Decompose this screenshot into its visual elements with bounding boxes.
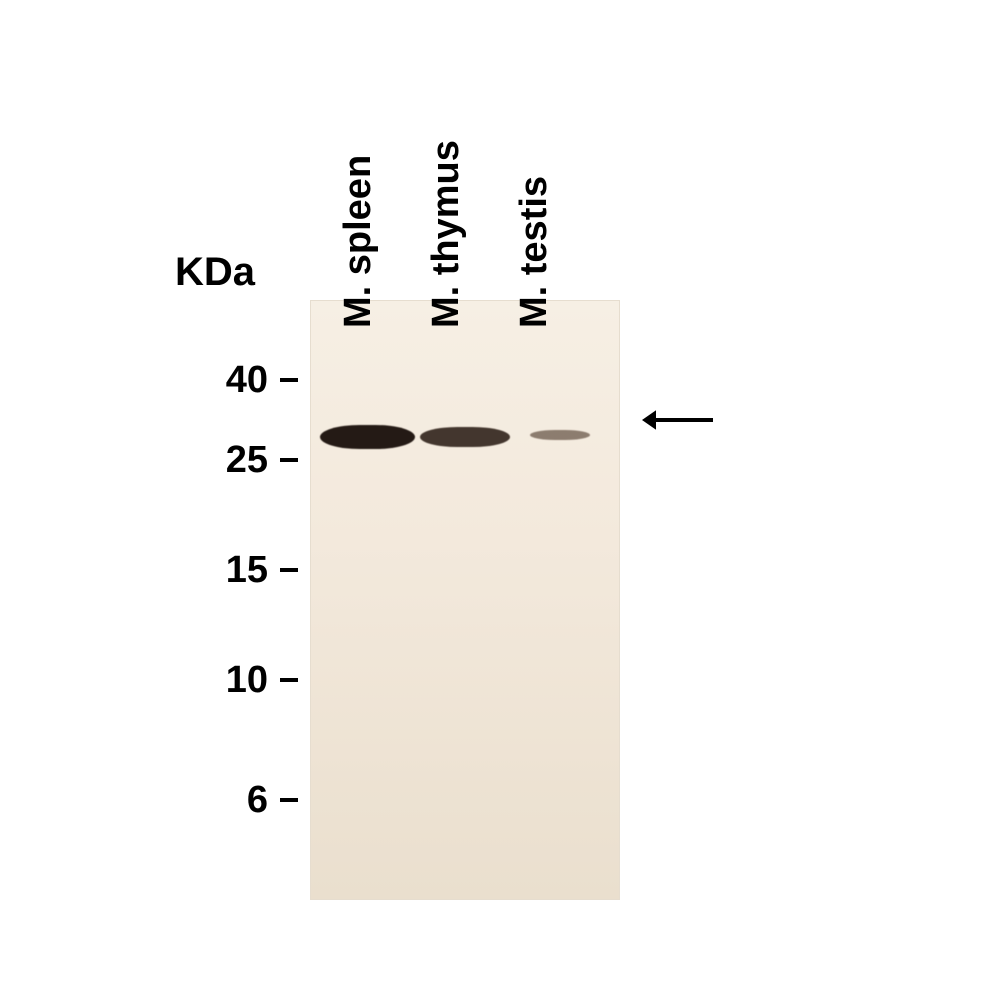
mw-marker-tick: [280, 798, 298, 802]
blot-membrane: [310, 300, 620, 900]
mw-marker-tick: [280, 378, 298, 382]
mw-marker-tick: [280, 678, 298, 682]
lane-label-testis: M. testis: [513, 176, 556, 328]
mw-marker-label: 40: [226, 359, 268, 402]
mw-marker-label: 6: [247, 779, 268, 822]
mw-marker-tick: [280, 568, 298, 572]
mw-marker-label: 10: [226, 659, 268, 702]
kda-label: KDa: [175, 250, 255, 295]
lane-label-spleen: M. spleen: [337, 155, 380, 328]
western-blot-figure: KDa M. spleen M. thymus M. testis 40 25 15…: [0, 0, 1000, 1000]
protein-band: [320, 425, 415, 449]
lane-label-thymus: M. thymus: [425, 140, 468, 328]
band-arrow-icon: [640, 402, 715, 438]
mw-marker-label: 15: [226, 549, 268, 592]
protein-band: [530, 430, 590, 440]
mw-marker-tick: [280, 458, 298, 462]
protein-band: [420, 427, 510, 447]
mw-marker-label: 25: [226, 439, 268, 482]
